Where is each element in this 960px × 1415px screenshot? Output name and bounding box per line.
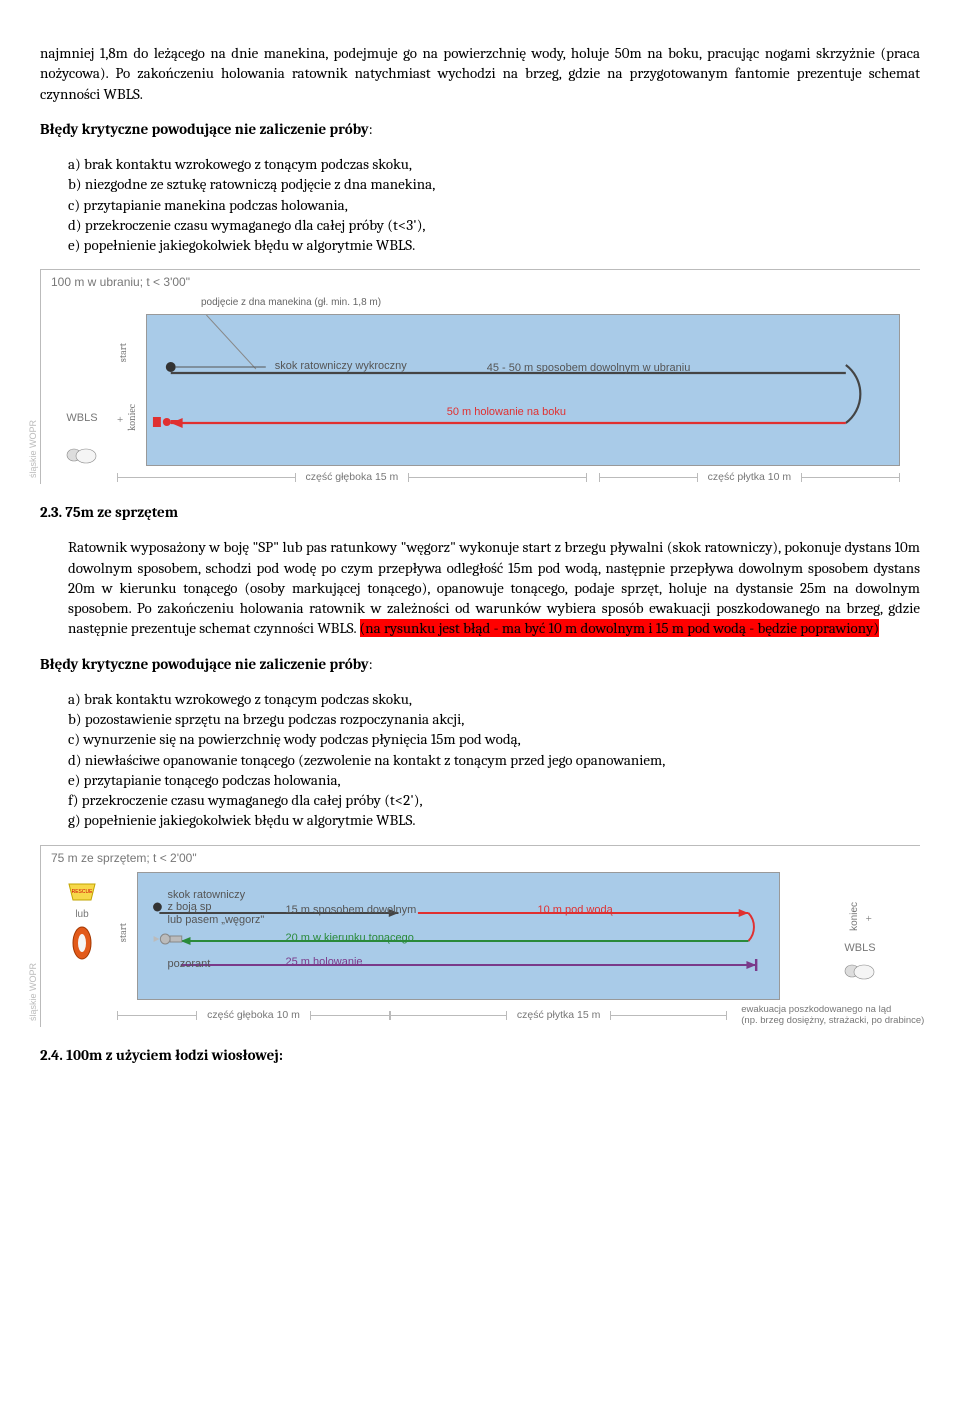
diagram1: śląskie WOPR 100 m w ubraniu; t < 3'00" …: [40, 269, 920, 484]
diagram2-seg4: 25 m holowanie: [286, 955, 363, 970]
diagram2: śląskie WOPR 75 m ze sprzętem; t < 2'00"…: [40, 845, 920, 1027]
errors1-c: c) przytapianie manekina podczas holowan…: [68, 195, 920, 215]
diagram1-pool: skok ratowniczy wykroczny 45 - 50 m spos…: [146, 314, 900, 466]
manikin-icon: [64, 444, 100, 466]
diagram1-axis-deep: część głęboka 15 m: [296, 470, 409, 484]
manikin-icon-2: [842, 960, 878, 982]
errors2-c: c) wynurzenie się na powierzchnię wody p…: [68, 729, 920, 749]
plus-icon: +: [117, 413, 123, 428]
errors1-b: b) niezgodne ze sztukę ratowniczą podjęc…: [68, 174, 920, 194]
diagram1-axis-shallow: część płytka 10 m: [698, 470, 801, 484]
section23-highlight: (na rysunku jest błąd - ma być 10 m dowo…: [360, 619, 880, 637]
errors2-g: g) popełnienie jakiegokolwiek błędu w al…: [68, 810, 920, 830]
diagram1-subnote: podjęcie z dna manekina (gł. min. 1,8 m): [201, 296, 920, 310]
diagram1-axis: część głęboka 15 m część płytka 10 m: [117, 470, 900, 484]
diagram1-skok-label: skok ratowniczy wykroczny: [275, 359, 407, 374]
section23-title: 2.3. 75m ze sprzętem: [40, 502, 920, 522]
errors2-title: Błędy krytyczne powodujące nie zaliczeni…: [40, 654, 920, 674]
errors1-list: a) brak kontaktu wzrokowego z tonącym po…: [40, 154, 920, 255]
section24-title: 2.4. 100m z użyciem łodzi wiosłowej:: [40, 1045, 920, 1065]
diagram2-right-col: koniec + WBLS: [800, 872, 920, 1000]
errors1-a: a) brak kontaktu wzrokowego z tonącym po…: [68, 154, 920, 174]
diagram2-title: 75 m ze sprzętem; t < 2'00": [41, 846, 920, 872]
buoy-icon: RESCUE: [67, 878, 97, 904]
diagram2-axis: część głęboka 10 m część płytka 15 m ewa…: [117, 1004, 920, 1027]
diagram2-seg2: 10 m pod wodą: [538, 903, 613, 918]
diagram2-skok: skok ratowniczy z boją sp lub pasem „węg…: [168, 889, 265, 927]
diagram1-title: 100 m w ubraniu; t < 3'00": [41, 270, 920, 296]
diagram2-lub: lub: [75, 908, 88, 922]
errors1-e: e) popełnienie jakiegokolwiek błędu w al…: [68, 235, 920, 255]
diagram2-pool: skok ratowniczy z boją sp lub pasem „węg…: [137, 872, 781, 1000]
errors2-title-text: Błędy krytyczne powodujące nie zaliczeni…: [40, 655, 369, 673]
diagram1-svg: [147, 315, 899, 465]
diagram2-axis-deep: część głęboka 10 m: [197, 1008, 310, 1022]
intro-paragraph: najmniej 1,8m do leżącego na dnie maneki…: [40, 43, 920, 104]
diagram2-koniec: koniec: [848, 902, 862, 931]
errors1-d: d) przekroczenie czasu wymaganego dla ca…: [68, 215, 920, 235]
errors2-d: d) niewłaściwe opanowanie tonącego (zezw…: [68, 750, 920, 770]
diagram1-start-label: start: [117, 343, 140, 362]
diagram1-tow-label: 50 m holowanie na boku: [447, 405, 566, 420]
errors1-title: Błędy krytyczne powodujące nie zaliczeni…: [40, 119, 920, 139]
diagram2-evac: ewakuacja poszkodowanego na ląd (np. brz…: [727, 1004, 924, 1027]
diagram2-pozorant: pozorant: [168, 957, 211, 972]
diagram2-wbls: WBLS: [844, 941, 875, 956]
svg-text:RESCUE: RESCUE: [72, 889, 94, 895]
diagram2-seg3: 20 m w kierunku tonącego: [286, 931, 414, 946]
errors1-title-text: Błędy krytyczne powodujące nie zaliczeni…: [40, 120, 369, 138]
diagram1-swim-label: 45 - 50 m sposobem dowolnym w ubraniu: [487, 361, 691, 376]
errors2-e: e) przytapianie tonącego podczas holowan…: [68, 770, 920, 790]
diagram2-left-col: RESCUE lub: [47, 872, 117, 1000]
diagram2-axis-shallow: część płytka 15 m: [507, 1008, 610, 1022]
errors2-list: a) brak kontaktu wzrokowego z tonącym po…: [40, 689, 920, 831]
diagram2-seg1: 15 m sposobem dowolnym: [286, 903, 417, 918]
plus-icon-2: +: [866, 912, 872, 927]
errors2-a: a) brak kontaktu wzrokowego z tonącym po…: [68, 689, 920, 709]
errors2-b: b) pozostawienie sprzętu na brzegu podcz…: [68, 709, 920, 729]
diagram1-koniec-label: koniec: [126, 404, 140, 431]
section23-body: Ratownik wyposażony w boję "SP" lub pas …: [40, 537, 920, 638]
belt-icon: [71, 925, 93, 961]
diagram2-watermark: śląskie WOPR: [27, 963, 39, 1021]
diagram1-left-col: WBLS: [47, 314, 117, 466]
errors2-f: f) przekroczenie czasu wymaganego dla ca…: [68, 790, 920, 810]
diagram1-wbls-label: WBLS: [66, 411, 97, 426]
diagram1-watermark: śląskie WOPR: [27, 420, 39, 478]
diagram2-start-label: start: [117, 923, 131, 942]
